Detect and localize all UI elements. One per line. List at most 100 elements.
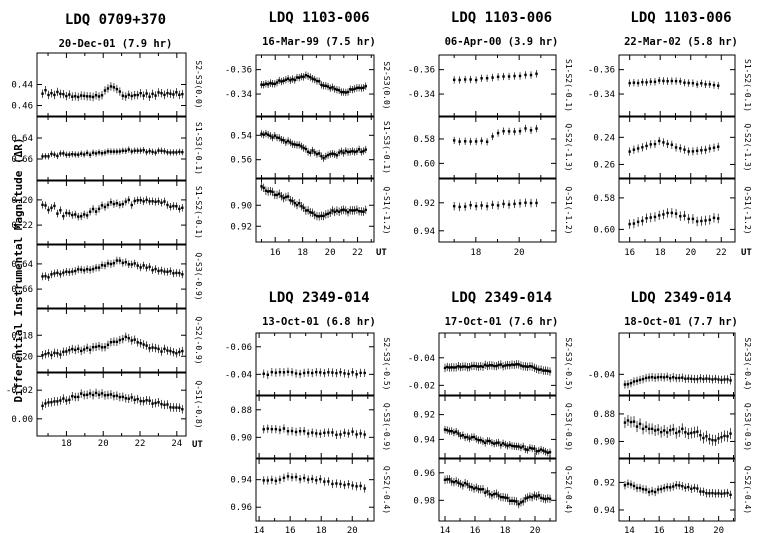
data-point (537, 449, 541, 453)
data-point (360, 150, 363, 154)
data-point (659, 375, 663, 379)
light-curve-panel: 0.88 0.90 Q-S3(-0.9) (593, 395, 752, 459)
data-point (62, 271, 65, 274)
y-tick-label: 0.00 (11, 415, 33, 425)
group-title: LDQ 2349-014 (268, 290, 369, 306)
data-point (145, 92, 148, 95)
group-title: LDQ 2349-014 (630, 290, 731, 306)
data-point (504, 496, 507, 499)
data-point (362, 210, 365, 213)
x-tick-label: 20 (685, 248, 696, 258)
data-point (169, 269, 172, 273)
y-tick-label: -0.06 (225, 343, 252, 353)
light-curve-panel: -0.04 S2-S3(-0.4) (588, 332, 752, 396)
data-point (496, 131, 500, 135)
x-tick-label: 18 (61, 439, 72, 449)
data-point (508, 364, 511, 367)
data-point (106, 343, 110, 346)
data-point (347, 432, 350, 435)
data-point (181, 349, 184, 353)
y-tick-label: -0.04 (588, 370, 615, 380)
x-tick-label: 18 (316, 526, 327, 533)
data-point (264, 189, 268, 192)
data-point (530, 496, 534, 499)
data-point (47, 276, 50, 279)
panel-label: S1-S2(-0.1) (564, 59, 573, 112)
y-tick-label: 0.96 (413, 469, 435, 479)
data-point (91, 345, 95, 349)
data-point (340, 209, 343, 212)
data-point (295, 143, 299, 147)
data-point (463, 481, 467, 485)
data-point (331, 431, 334, 434)
data-point (546, 497, 549, 500)
data-point (340, 90, 343, 94)
data-point (355, 86, 359, 90)
data-point (530, 447, 534, 450)
data-point (41, 92, 44, 95)
data-point (77, 95, 80, 99)
data-point (329, 152, 332, 156)
data-point (499, 495, 503, 499)
data-point (94, 266, 98, 269)
data-point (44, 155, 47, 158)
x-axis-label: UT (192, 440, 203, 450)
data-point (274, 479, 278, 483)
data-point (485, 140, 489, 143)
data-point (298, 76, 301, 79)
data-point (115, 150, 119, 153)
data-point (82, 153, 86, 156)
data-point (115, 202, 119, 205)
data-point (148, 200, 151, 203)
data-point (457, 432, 460, 435)
data-point (115, 87, 119, 91)
data-point (528, 495, 532, 498)
data-point (175, 151, 178, 154)
data-point (490, 441, 494, 444)
data-point (515, 445, 518, 448)
data-point (62, 350, 65, 354)
data-point (486, 439, 489, 443)
data-point (329, 211, 332, 214)
data-point (315, 479, 318, 482)
data-point (539, 368, 543, 371)
data-point (136, 264, 139, 267)
data-point (364, 84, 367, 88)
light-curve-panel: -0.04 -0.02 S2-S3(-0.5) (408, 332, 573, 396)
data-point (172, 272, 175, 275)
data-point (695, 220, 699, 223)
y-tick-label: -0.34 (408, 90, 435, 100)
data-point (443, 428, 447, 431)
data-point (106, 150, 110, 153)
data-point (136, 341, 139, 344)
data-point (506, 444, 509, 448)
data-point (124, 95, 128, 98)
data-point (448, 366, 451, 369)
data-point (273, 82, 277, 86)
data-point (513, 499, 516, 503)
data-point (507, 203, 511, 206)
data-point (331, 86, 334, 89)
data-point (169, 151, 172, 154)
light-curve-group: LDQ 1103-006 22-Mar-02 (5.8 hr) -0.36 -0.34… (588, 10, 753, 258)
data-point (88, 348, 92, 352)
data-point (347, 483, 350, 486)
data-point (488, 439, 491, 443)
data-point (94, 210, 98, 213)
data-point (497, 363, 500, 367)
panel-frame (438, 178, 557, 243)
data-point (85, 151, 89, 155)
data-point (480, 204, 483, 207)
panel-label: Q-S2(-1.3) (743, 123, 752, 171)
data-point (278, 136, 281, 140)
data-point (475, 486, 478, 489)
data-point (324, 213, 328, 216)
data-point (490, 364, 494, 367)
data-point (687, 432, 690, 435)
panel-label: S1-S3(-0.1) (382, 121, 391, 174)
data-point (77, 268, 80, 271)
data-point (278, 428, 282, 432)
data-point (112, 394, 116, 398)
data-point (337, 151, 341, 154)
y-tick-label: 0.18 (11, 331, 33, 341)
